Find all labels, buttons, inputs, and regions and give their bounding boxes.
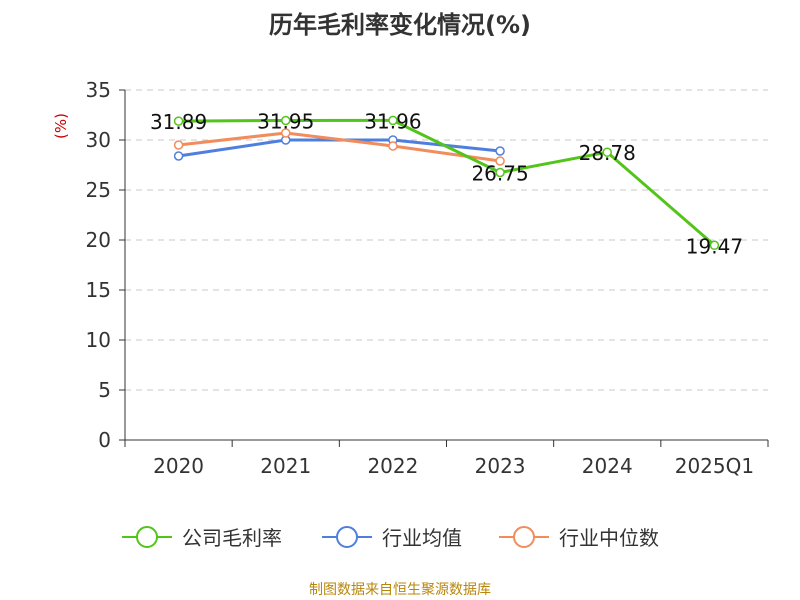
legend-item[interactable]: 公司毛利率 [122,526,282,550]
chart-title: 历年毛利率变化情况(%) [269,11,531,39]
x-tick-label: 2023 [475,454,526,478]
data-point [388,115,398,126]
y-tick-label: 35 [86,78,111,102]
data-label: 26.75 [471,162,528,186]
data-point [495,167,505,178]
data-point [173,151,184,161]
legend-label: 行业中位数 [559,526,659,550]
data-label: 31.96 [364,109,421,133]
y-tick-label: 5 [98,378,111,402]
x-tick-label: 2021 [260,454,311,478]
series-line [178,118,716,247]
legend-marker-icon [136,526,158,548]
legend-item[interactable]: 行业中位数 [499,526,659,550]
data-point [495,156,505,166]
data-point [388,141,398,151]
x-tick-label: 2022 [367,454,418,478]
y-tick-label: 25 [86,178,111,202]
legend-marker-icon [336,526,358,548]
y-tick-label: 20 [86,228,111,252]
gridlines [125,89,768,391]
axes: 0 5 10 15 20 25 30 35 2020 2021 2022 2023 2024 2025Q1 [86,78,769,478]
y-tick-label: 10 [86,328,111,352]
legend-item[interactable]: 行业均值 [322,526,462,550]
data-point [495,146,505,156]
y-tick-label: 30 [86,128,111,152]
y-tick-label: 15 [86,278,111,302]
legend-label: 行业均值 [382,526,462,550]
y-axis-label: (%) [52,113,70,139]
legend: 公司毛利率 行业均值 行业中位数 [122,526,659,550]
series-0 [173,115,720,251]
data-label: 19.47 [686,234,743,258]
data-label: 31.95 [257,110,314,134]
x-tick-label: 2020 [153,454,204,478]
data-point [281,128,291,138]
series-lines [173,115,720,251]
y-tick-label: 0 [98,428,111,452]
data-labels: 31.89 31.95 31.96 26.75 28.78 19.47 [150,109,743,258]
series-2 [173,128,505,166]
source-note: 制图数据来自恒生聚源数据库 [309,582,491,598]
data-point [709,240,720,251]
series-line [178,131,501,163]
data-point [602,147,612,157]
legend-label: 公司毛利率 [182,526,282,550]
legend-marker-icon [513,526,535,548]
data-label: 31.89 [150,110,207,134]
x-tick-label: 2025Q1 [675,454,754,478]
data-point [173,140,184,150]
data-point [173,116,184,126]
data-point [281,115,291,126]
x-tick-label: 2024 [582,454,633,478]
data-label: 28.78 [579,141,636,165]
